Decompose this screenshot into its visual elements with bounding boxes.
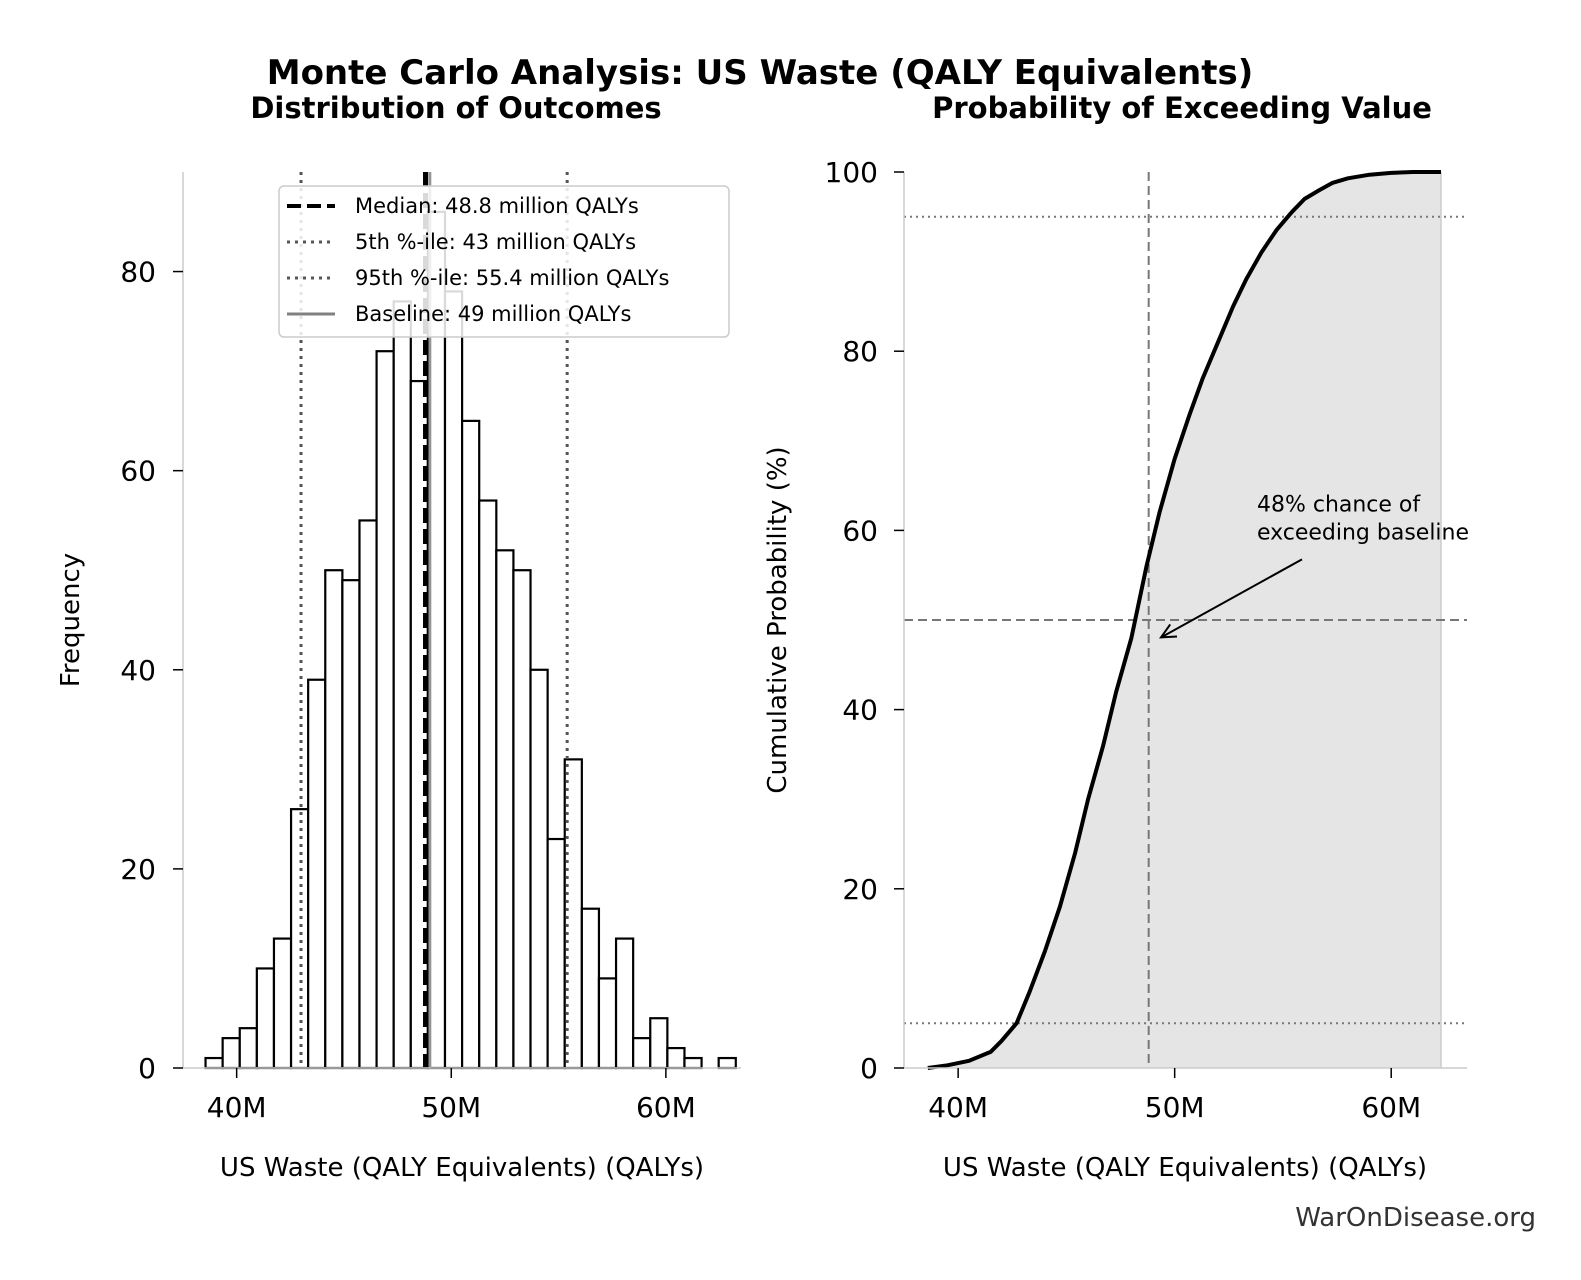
credit-watermark: WarOnDisease.org [1295, 1203, 1536, 1233]
annotation-text-line-2: exceeding baseline [1257, 520, 1469, 545]
histogram-bar [495, 549, 515, 1070]
x-tick-label: 60M [1361, 1091, 1421, 1124]
histogram-bars [204, 210, 737, 1070]
histogram-bar [529, 668, 549, 1070]
y-tick-label: 100 [825, 156, 878, 189]
x-tick-label: 40M [207, 1091, 267, 1124]
cdf-series-line [927, 170, 1441, 1070]
histogram-panel: Distribution of Outcomes 40M 50M 60M 0 20 40… [56, 91, 741, 1183]
histogram-bar [443, 290, 464, 1070]
x-tick-label: 50M [1145, 1091, 1205, 1124]
histogram-title: Distribution of Outcomes [250, 91, 661, 125]
cdf-annotation: 48% chance of exceeding baseline [1158, 492, 1469, 639]
figure-title: Monte Carlo Analysis: US Waste (QALY Equ… [267, 53, 1254, 93]
y-tick-label: 20 [120, 853, 156, 886]
histogram-bar [546, 837, 566, 1070]
histogram-bar [358, 519, 378, 1070]
histogram-bar [512, 569, 532, 1070]
histogram-y-ticks: 0 20 40 60 80 [120, 256, 183, 1085]
y-tick-label: 80 [120, 256, 156, 289]
annotation-text-line-1: 48% chance of [1257, 492, 1421, 517]
y-tick-label: 0 [860, 1052, 878, 1085]
legend-frame [278, 185, 730, 338]
histogram-bar [341, 579, 361, 1070]
histogram-x-ticks: 40M 50M 60M [207, 1068, 696, 1124]
y-tick-label: 60 [842, 514, 878, 547]
histogram-bar [392, 300, 412, 1070]
legend-p5-label: 5th %-ile: 43 million QALYs [355, 230, 636, 254]
cdf-y-ticks: 0 20 40 60 80 100 [825, 156, 904, 1085]
histogram-y-label: Frequency [56, 553, 86, 687]
histogram-bar [255, 967, 276, 1070]
y-tick-label: 40 [842, 694, 878, 727]
legend-p95-label: 95th %-ile: 55.4 million QALYs [355, 266, 669, 290]
histogram-bar [597, 977, 618, 1070]
histogram-bar [478, 499, 498, 1070]
annotation-arrow [1160, 558, 1303, 639]
histogram-bar [632, 1037, 652, 1070]
histogram-bar [375, 350, 395, 1070]
histogram-bar [580, 907, 601, 1070]
legend-baseline-label: Baseline: 49 million QALYs [355, 302, 631, 326]
histogram-bar [717, 1056, 737, 1070]
histogram-bar [307, 678, 327, 1070]
histogram-bar [221, 1037, 241, 1070]
cdf-panel: Probability of Exceeding Value 40M 50M 60M… [763, 91, 1469, 1183]
histogram-bar [461, 419, 481, 1070]
y-tick-label: 60 [120, 455, 156, 488]
histogram-bar [238, 1027, 258, 1070]
histogram-legend: Median: 48.8 million QALYs 5th %-ile: 43… [278, 185, 730, 338]
histogram-bar [324, 569, 344, 1070]
histogram-x-label: US Waste (QALY Equivalents) (QALYs) [220, 1153, 704, 1183]
legend-median-label: Median: 48.8 million QALYs [355, 194, 639, 218]
histogram-bar [614, 937, 635, 1070]
histogram-bar [683, 1056, 703, 1070]
annotation-arrowhead [1158, 623, 1178, 639]
cdf-y-label: Cumulative Probability (%) [763, 446, 793, 793]
x-tick-label: 50M [421, 1091, 481, 1124]
histogram-bar [204, 1056, 224, 1070]
cdf-x-label: US Waste (QALY Equivalents) (QALYs) [943, 1153, 1427, 1183]
x-tick-label: 60M [636, 1091, 696, 1124]
cdf-title: Probability of Exceeding Value [932, 91, 1432, 125]
cdf-reference-lines [904, 172, 1467, 1068]
histogram-bar [272, 937, 293, 1070]
y-tick-label: 40 [120, 654, 156, 687]
y-tick-label: 80 [842, 335, 878, 368]
histogram-bar [649, 1017, 669, 1070]
cdf-x-ticks: 40M 50M 60M [928, 1068, 1421, 1124]
x-tick-label: 40M [928, 1091, 988, 1124]
y-tick-label: 20 [842, 873, 878, 906]
y-tick-label: 0 [138, 1052, 156, 1085]
histogram-bar [666, 1046, 686, 1070]
